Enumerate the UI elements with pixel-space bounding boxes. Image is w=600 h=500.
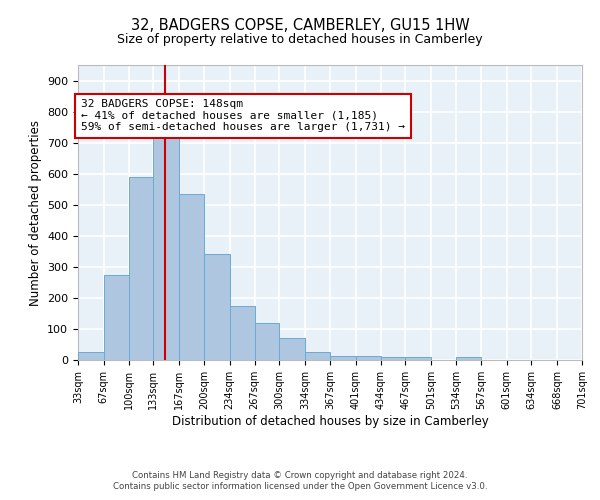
Bar	[78, 352, 104, 360]
Bar	[356, 356, 380, 360]
Bar	[305, 352, 330, 360]
Bar	[330, 356, 356, 360]
Bar	[280, 338, 305, 360]
Bar	[104, 274, 128, 360]
Text: Size of property relative to detached houses in Camberley: Size of property relative to detached ho…	[117, 32, 483, 46]
Bar	[380, 357, 406, 360]
Y-axis label: Number of detached properties: Number of detached properties	[29, 120, 41, 306]
Bar	[230, 306, 254, 360]
X-axis label: Distribution of detached houses by size in Camberley: Distribution of detached houses by size …	[172, 414, 488, 428]
Text: 32 BADGERS COPSE: 148sqm
← 41% of detached houses are smaller (1,185)
59% of sem: 32 BADGERS COPSE: 148sqm ← 41% of detach…	[81, 99, 405, 132]
Bar	[154, 128, 179, 360]
Bar	[128, 177, 154, 360]
Bar	[254, 322, 280, 360]
Text: Contains HM Land Registry data © Crown copyright and database right 2024.: Contains HM Land Registry data © Crown c…	[132, 471, 468, 480]
Text: 32, BADGERS COPSE, CAMBERLEY, GU15 1HW: 32, BADGERS COPSE, CAMBERLEY, GU15 1HW	[131, 18, 469, 32]
Bar	[456, 357, 481, 360]
Bar	[179, 194, 204, 360]
Bar	[204, 254, 230, 360]
Text: Contains public sector information licensed under the Open Government Licence v3: Contains public sector information licen…	[113, 482, 487, 491]
Bar	[406, 357, 431, 360]
